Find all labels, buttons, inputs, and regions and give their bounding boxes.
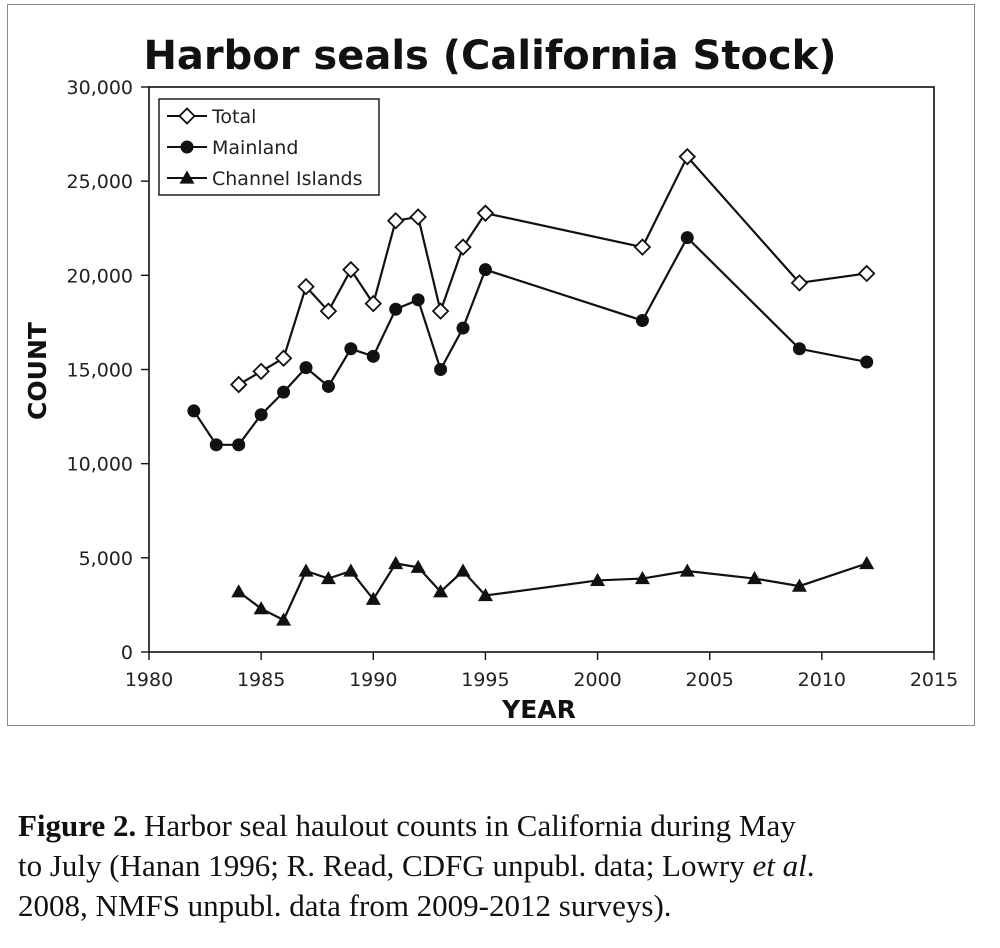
caption-text-1: Harbor seal haulout counts in California… [136,808,796,843]
mainland-point [187,404,201,418]
total-point [678,147,697,166]
x-tick-label: 1995 [461,669,509,691]
caption-line-3: 2008, NMFS unpubl. data from 2009-2012 s… [18,888,672,923]
mainland-point [434,363,448,376]
legend-channel-islands-marker [179,170,195,184]
legend-mainland-label: Mainland [212,137,298,159]
legend-channel-islands-label: Channel Islands [212,168,362,190]
channel-islands-point [276,612,292,626]
x-tick-label: 1980 [125,669,173,691]
total-point [274,349,293,367]
caption-label: Figure 2. [18,808,137,843]
channel-islands-point [298,563,314,577]
y-tick-label: 30,000 [67,77,133,99]
y-axis-label: COUNT [23,322,52,420]
total-series-line [238,154,867,386]
channel-islands-point [365,591,381,605]
channel-islands-point [477,588,493,602]
legend-total-label: Total [211,106,256,128]
channel-islands-point [253,601,269,615]
channel-islands-point [320,571,336,585]
mainland-point [792,342,806,356]
x-tick-label: 2000 [573,669,621,691]
mainland-point [456,321,470,335]
figure-caption: Figure 2. Harbor seal haulout counts in … [18,806,978,926]
mainland-point [277,385,291,399]
mainland-point [254,408,268,422]
caption-line-1: Figure 2. Harbor seal haulout counts in … [18,806,978,846]
mainland-point [635,314,649,328]
y-tick-label: 5,000 [79,548,133,570]
y-tick-label: 25,000 [67,171,133,193]
channel-islands-point [410,559,426,573]
mainland-point [860,355,874,369]
channel-islands-point [747,571,763,585]
channel-islands-point [455,563,471,577]
y-tick-label: 0 [121,642,133,664]
total-point [454,238,472,256]
mainland-point [389,302,403,316]
y-tick-label: 10,000 [67,454,133,476]
x-tick-label: 2005 [686,669,734,691]
channel-islands-point [590,572,606,587]
mainland-point [232,438,246,452]
x-tick-label: 2015 [910,669,958,691]
legend-mainland-marker [180,140,194,154]
channel-islands-point [231,584,247,598]
mainland-point [366,349,380,363]
channel-islands-point [343,563,359,577]
total-point [409,208,427,226]
mainland-point [209,438,223,452]
total-point [229,375,248,394]
channel-islands-point [791,578,807,592]
y-tick-label: 20,000 [67,265,133,287]
channel-islands-point [433,584,449,598]
mainland-point [344,342,358,356]
total-point [476,204,495,222]
total-point [252,362,270,381]
caption-text-2b: . [806,848,815,883]
total-point [342,260,360,279]
x-tick-label: 2010 [798,669,846,691]
x-tick-label: 1990 [349,669,397,691]
harbor-seal-chart: Harbor seals (California Stock) COUNT YE… [23,33,958,724]
total-point [319,302,338,320]
mainland-point [411,293,425,307]
y-tick-label: 15,000 [67,360,133,382]
legend-total-marker [178,107,196,125]
x-axis-label: YEAR [501,695,576,724]
mainland-point [299,361,313,375]
chart-title: Harbor seals (California Stock) [143,33,836,79]
total-point [297,277,315,296]
mainland-point [680,231,694,245]
total-point [364,294,383,313]
mainland-point [321,379,335,393]
caption-text-2a: to July (Hanan 1996; R. Read, CDFG unpub… [18,848,753,883]
total-point [633,238,652,256]
channel-islands-point [859,555,875,570]
mainland-series-line [192,235,867,446]
total-point [857,264,876,283]
channel-islands-point [634,571,650,585]
chart-frame: Harbor seals (California Stock) COUNT YE… [7,4,975,726]
x-tick-label: 1985 [237,669,285,691]
channel-islands-series-line [238,562,868,622]
total-point [386,211,405,230]
mainland-point [478,263,492,277]
caption-line-2: to July (Hanan 1996; R. Read, CDFG unpub… [18,846,978,886]
caption-text-2-italic: et al [752,848,807,883]
total-point [431,302,450,320]
total-point [790,274,809,292]
channel-islands-point [679,563,695,577]
channel-islands-point [388,555,404,570]
